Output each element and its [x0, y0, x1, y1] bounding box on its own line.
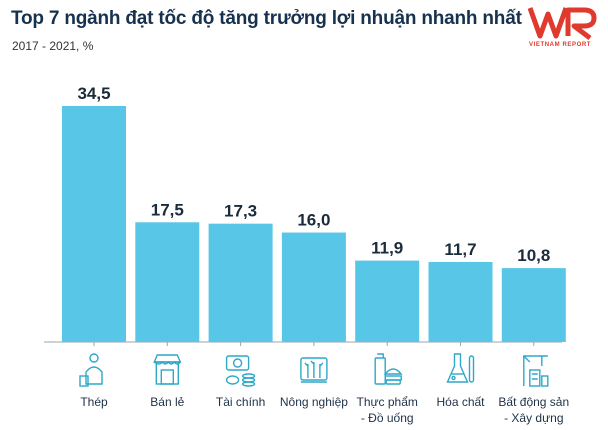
bar-7 — [501, 268, 566, 342]
bar-4 — [281, 232, 346, 342]
category-label-3: Tài chính — [216, 395, 265, 409]
value-label-2: 17,5 — [151, 200, 184, 219]
category-label-7: Bất động sản — [498, 395, 569, 409]
construction-crane-icon — [523, 355, 549, 387]
category-label-2: Bán lẻ — [150, 395, 184, 409]
money-icon — [225, 355, 256, 387]
bar-2 — [135, 222, 200, 342]
bar-5 — [355, 260, 420, 342]
category-label-5: Thực phẩm — [357, 395, 418, 409]
bar-1 — [62, 106, 126, 342]
bar-6 — [428, 261, 493, 342]
value-label-5: 11,9 — [371, 239, 403, 258]
category-label-5-line-2: - Đồ uống — [361, 411, 414, 425]
value-label-6: 11,7 — [444, 240, 476, 259]
category-label-7-line-2: - Xây dựng — [504, 411, 563, 425]
bar-3 — [208, 223, 273, 342]
chart-subtitle: 2017 - 2021, % — [12, 39, 94, 53]
logo-text: VIETNAM REPORT — [529, 42, 592, 48]
value-label-3: 17,3 — [224, 202, 257, 221]
agriculture-icon — [300, 357, 328, 383]
steel-worker-icon — [79, 353, 103, 387]
category-label-6: Hóa chất — [436, 395, 485, 409]
vietnam-report-logo — [528, 7, 597, 40]
category-label-1: Thép — [80, 395, 108, 409]
value-label-7: 10,8 — [517, 246, 550, 265]
food-drink-icon — [374, 353, 403, 385]
chart-title: Top 7 ngành đạt tốc độ tăng trưởng lợi n… — [11, 8, 522, 29]
value-label-4: 16,0 — [297, 211, 330, 230]
value-label-1: 34,5 — [77, 84, 110, 103]
category-label-4: Nông nghiệp — [280, 395, 348, 409]
store-icon — [153, 354, 182, 385]
chemistry-flask-icon — [446, 353, 475, 383]
